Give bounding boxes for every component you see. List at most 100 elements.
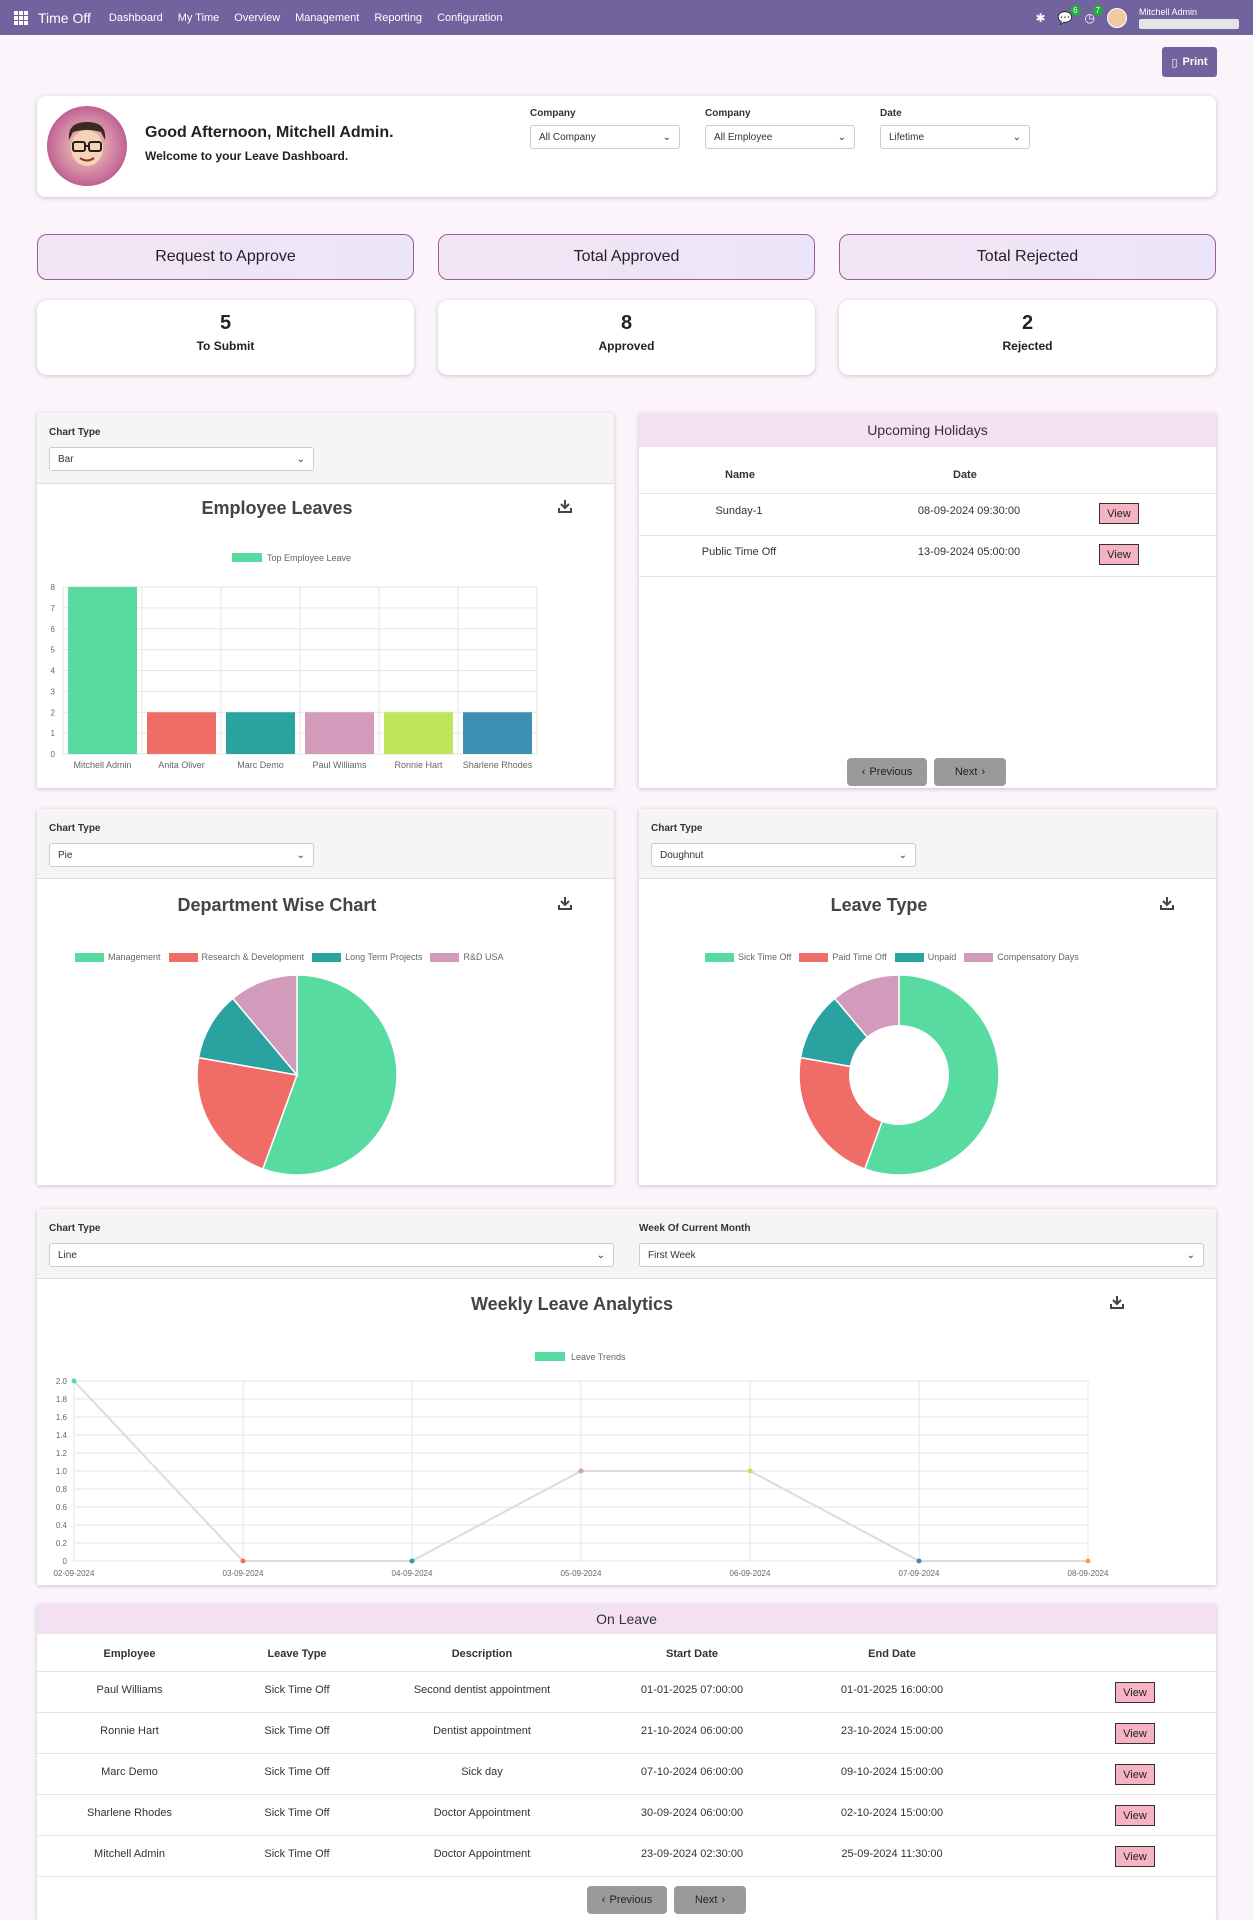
leave-view-button[interactable]: View [1115,1846,1155,1867]
data-point [409,1558,415,1564]
legend-item[interactable]: Unpaid [894,952,956,962]
legend-item[interactable]: Paid Time Off [799,952,887,962]
chevron-down-icon: ⌄ [837,131,846,143]
print-button[interactable]: ▯ Print [1162,47,1217,77]
pie-slice [197,997,299,1077]
upcoming-holidays-card: Upcoming Holidays Name Date Sunday-1 08-… [639,413,1216,788]
nav-item-my-time[interactable]: My Time [177,11,220,24]
chat-icon[interactable]: 💬 6 [1058,4,1081,25]
bug-icon[interactable]: ✱ [1035,10,1046,25]
nav-item-management[interactable]: Management [295,11,360,24]
legend-item[interactable]: Long Term Projects [312,952,422,962]
y-tick-label: 1 [51,729,56,738]
x-tick-label: Ronnie Hart [394,760,443,770]
y-tick-label: 0 [63,1557,68,1566]
leave-end-date: 09-10-2024 15:00:00 [840,1766,944,1778]
legend-item[interactable]: Compensatory Days [964,952,1079,962]
leave-view-button[interactable]: View [1115,1682,1155,1703]
legend-item[interactable]: Sick Time Off [705,952,791,962]
legend-item[interactable]: R&D USA [430,952,504,962]
legend-label: Top Employee Leave [267,553,351,563]
legend-item[interactable]: Research & Development [168,952,304,962]
total-rejected-header[interactable]: Total Rejected [839,234,1216,280]
nav-item-dashboard[interactable]: Dashboard [108,11,163,24]
x-tick-label: 06-09-2024 [730,1569,771,1578]
apps-grid-icon[interactable] [14,10,28,25]
leave-type-doughnut-chart [798,974,1000,1176]
employee-select[interactable]: All Employee ⌄ [705,125,855,149]
row-divider [37,1876,1216,1877]
pie-slice [231,974,298,1078]
to-submit-stat[interactable]: 5 To Submit [37,300,414,375]
x-tick-label: Marc Demo [237,760,284,770]
previous-label: Previous [609,1894,653,1906]
chart-type-bar-panel: Chart Type Bar ⌄ [37,413,614,484]
y-tick-label: 1.8 [56,1395,68,1404]
on-leave-next-button[interactable]: Next › [674,1886,746,1914]
download-icon[interactable] [1159,895,1175,911]
request-to-approve-header[interactable]: Request to Approve [37,234,414,280]
holiday-view-button[interactable]: View [1099,503,1139,524]
chart-type-label: Chart Type [49,1223,101,1234]
y-tick-label: 0.2 [56,1539,68,1548]
leave-start-date: 23-09-2024 02:30:00 [640,1848,744,1860]
x-tick-label: 08-09-2024 [1068,1569,1109,1578]
department-chart-type-select[interactable]: Pie ⌄ [49,843,314,867]
welcome-card: Good Afternoon, Mitchell Admin. Welcome … [37,96,1216,197]
department-chart-type-value: Pie [58,849,73,861]
print-icon: ▯ [1171,56,1178,69]
legend-swatch [430,952,460,962]
activity-clock-icon[interactable]: ◷ 7 [1085,4,1103,25]
weekly-chart-type-select[interactable]: Line ⌄ [49,1243,614,1267]
rejected-stat[interactable]: 2 Rejected [839,300,1216,375]
download-icon[interactable] [1109,1294,1125,1310]
employee-leaves-bar-chart: Top Employee Leave 0 1 2 3 4 5 6 7 8 Mitchell Admi… [51,553,538,770]
leave-end-date: 23-10-2024 15:00:00 [840,1725,944,1737]
week-select[interactable]: First Week ⌄ [639,1243,1204,1267]
date-select[interactable]: Lifetime ⌄ [880,125,1030,149]
chevron-down-icon: ⌄ [1012,131,1021,143]
next-label: Next [954,766,978,778]
leave-type: Sick Time Off [264,1766,330,1778]
y-tick-label: 2 [51,708,56,717]
legend-item[interactable]: Management [75,952,161,962]
employee-filter: Company All Employee ⌄ [705,108,855,149]
nav-item-configuration[interactable]: Configuration [437,11,503,24]
leave-type-chart-type-select[interactable]: Doughnut ⌄ [651,843,916,867]
user-avatar[interactable] [1107,7,1127,28]
company-select-value: All Company [539,131,596,143]
nav-item-reporting[interactable]: Reporting [374,11,423,24]
bar [147,712,216,754]
data-point [71,1378,77,1384]
on-leave-previous-button[interactable]: ‹ Previous [587,1886,667,1914]
rejected-label: Rejected [1002,339,1053,353]
col-employee: Employee [103,1648,156,1660]
download-icon[interactable] [557,895,573,911]
holiday-view-button[interactable]: View [1099,544,1139,565]
approved-stat[interactable]: 8 Approved [438,300,815,375]
chart-type-pie-panel: Chart Type Pie ⌄ [37,809,614,879]
department-chart-title: Department Wise Chart [177,895,377,915]
legend-swatch [312,952,342,962]
company-select[interactable]: All Company ⌄ [530,125,680,149]
employee-chart-type-select[interactable]: Bar ⌄ [49,447,314,471]
app-title[interactable]: Time Off [38,9,91,26]
holidays-next-button[interactable]: Next › [934,758,1006,786]
welcome-text: Welcome to your Leave Dashboard. [145,149,349,163]
holidays-previous-button[interactable]: ‹ Previous [847,758,927,786]
user-menu[interactable]: Mitchell Admin [1139,7,1239,29]
total-approved-header[interactable]: Total Approved [438,234,815,280]
holidays-col-date: Date [953,469,977,481]
leave-view-button[interactable]: View [1115,1764,1155,1785]
leave-view-button[interactable]: View [1115,1805,1155,1826]
download-icon[interactable] [557,498,573,514]
nav-item-overview[interactable]: Overview [234,11,281,24]
y-tick-label: 1.6 [56,1413,68,1422]
y-tick-label: 7 [51,604,56,613]
leave-type-chart-type-value: Doughnut [660,849,704,861]
leave-type: Sick Time Off [264,1684,330,1696]
chevron-down-icon: ⌄ [296,453,305,465]
leave-view-button[interactable]: View [1115,1723,1155,1744]
weekly-line-chart: Leave Trends 0 0.2 0.4 0.6 0.8 1.0 1.2 1.4 1.6 1.8… [54,1352,1109,1578]
legend-swatch [232,553,262,562]
